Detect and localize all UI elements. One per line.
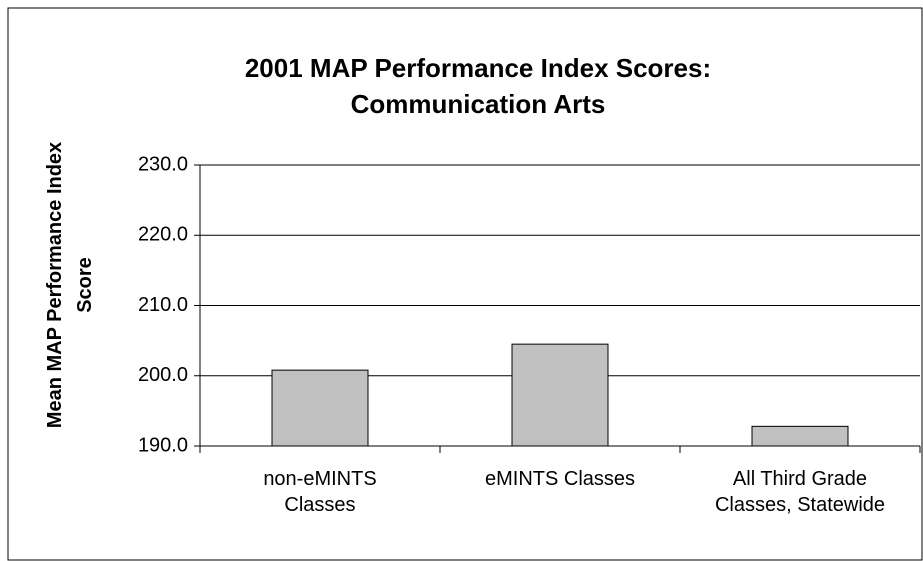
y-tick-label: 190.0	[138, 434, 188, 456]
x-tick-label: All Third Grade Classes, Statewide	[714, 468, 886, 516]
bar	[751, 425, 849, 447]
y-tick-label: 220.0	[138, 224, 188, 246]
bar	[271, 369, 369, 447]
chart-title: 2001 MAP Performance Index Scores: Commu…	[244, 53, 712, 119]
y-tick-label: 200.0	[138, 364, 188, 386]
y-tick-label: 230.0	[138, 153, 188, 175]
frame	[7, 7, 923, 561]
bar	[511, 343, 609, 447]
y-axis-title: Mean MAP Performance Index Score	[44, 141, 96, 429]
x-tick-label: eMINTS Classes	[484, 468, 636, 490]
x-tick-label: non-eMINTS Classes	[263, 468, 377, 516]
y-tick-label: 210.0	[138, 294, 188, 316]
